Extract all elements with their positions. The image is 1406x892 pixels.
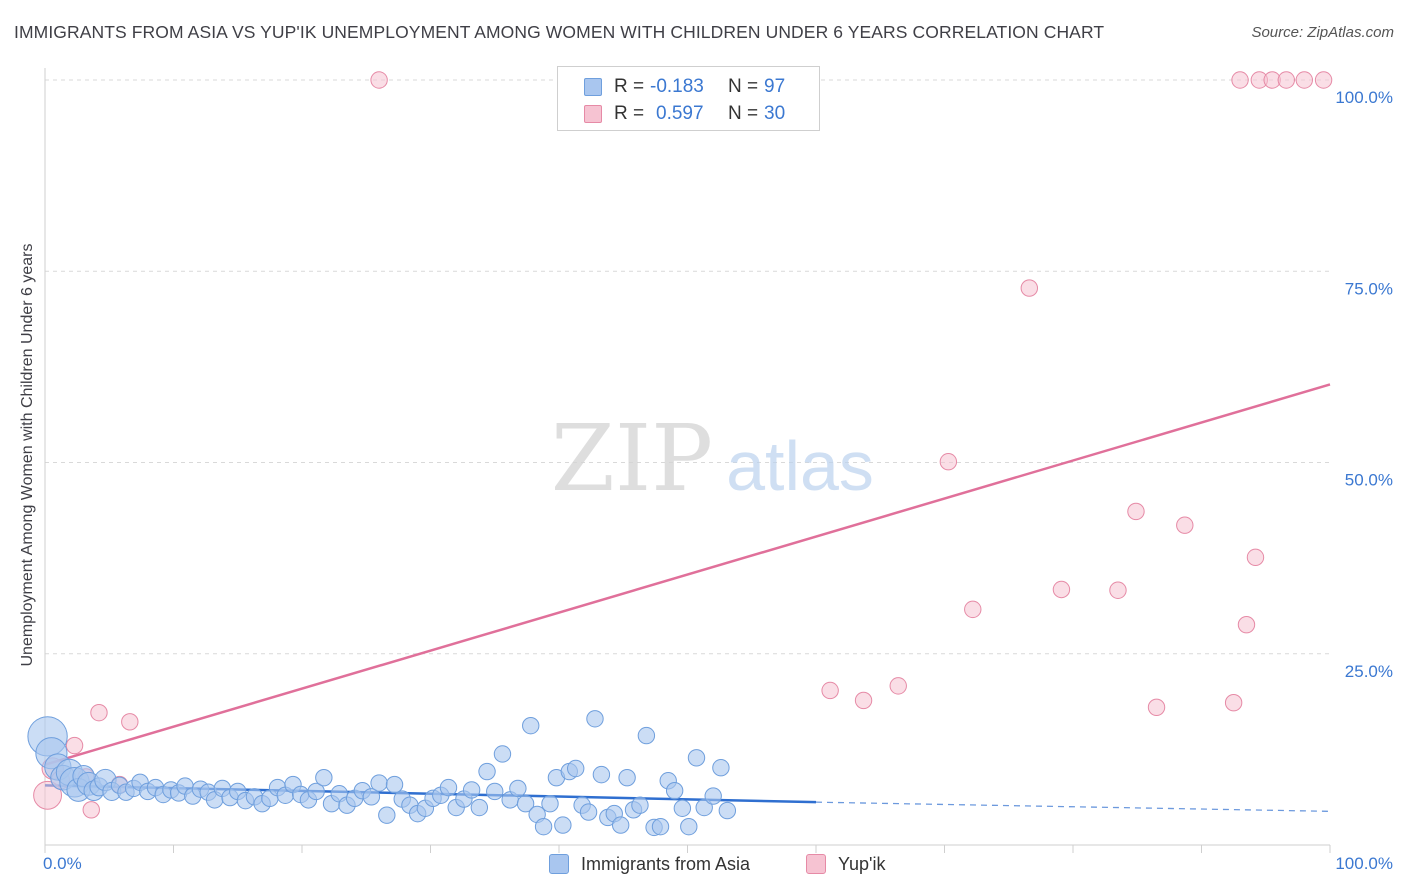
yupik-trend-line <box>44 383 1331 766</box>
legend-n-label: N = <box>728 103 759 124</box>
asia-point <box>695 798 713 817</box>
x-tick-label: 0.0% <box>43 854 82 873</box>
watermark-zip: ZIP <box>551 405 713 512</box>
legend-r-label: R = <box>614 76 645 97</box>
asia-point <box>486 782 504 801</box>
yupik-point <box>1224 694 1243 712</box>
asia-trend-extension <box>815 801 1331 812</box>
watermark: ZIP atlas <box>551 405 874 512</box>
legend-r-label: R = <box>614 103 645 124</box>
yupik-point <box>964 600 982 619</box>
asia-point <box>592 765 611 784</box>
grid-lines <box>45 79 1330 655</box>
yupik-point <box>1277 71 1296 89</box>
asia-point <box>651 817 670 836</box>
asia-point <box>307 782 325 801</box>
asia-points <box>27 710 737 837</box>
asia-point <box>370 774 388 792</box>
legend-swatch-asia <box>584 78 602 96</box>
bottom-legend-yupik: Yup'ik <box>806 851 885 877</box>
yupik-point <box>1314 71 1333 89</box>
asia-point <box>378 806 396 824</box>
legend-r-value: -0.183 <box>650 76 704 97</box>
asia-point <box>712 759 730 777</box>
asia-point <box>315 768 333 787</box>
tick-labels: 25.0% 50.0% 75.0% 100.0% 0.0% 100.0% <box>43 88 1393 873</box>
legend-swatch-yupik <box>584 105 602 123</box>
chart-title: IMMIGRANTS FROM ASIA VS YUP'IK UNEMPLOYM… <box>14 22 1105 42</box>
bottom-legend-asia: Immigrants from Asia <box>549 851 750 877</box>
bottom-legend-label-yupik: Yup'ik <box>838 853 886 874</box>
asia-point <box>522 716 540 735</box>
yupik-point <box>1127 502 1145 521</box>
legend-n-value: 30 <box>764 103 786 124</box>
asia-point <box>618 768 636 787</box>
legend-row-yupik: R = 0.597 N = 30 <box>584 102 785 126</box>
yupik-point <box>1176 516 1194 534</box>
yupik-point <box>65 736 84 755</box>
asia-point <box>541 794 559 813</box>
asia-point <box>673 799 692 817</box>
y-tick-label: 25.0% <box>1345 662 1393 681</box>
yupik-point <box>1246 548 1265 567</box>
y-tick-label: 50.0% <box>1345 471 1393 490</box>
asia-point <box>687 749 706 767</box>
asia-point <box>362 788 381 806</box>
asia-point <box>493 745 512 763</box>
asia-point <box>586 710 604 728</box>
asia-point <box>680 817 698 836</box>
yupik-point <box>82 801 100 819</box>
bottom-legend-swatch-yupik <box>806 854 826 874</box>
asia-point <box>509 779 527 798</box>
yupik-point <box>1147 698 1166 716</box>
source-credit: Source: ZipAtlas.com <box>1251 24 1394 41</box>
axes <box>44 68 1331 853</box>
yupik-point <box>854 691 873 710</box>
yupik-point <box>1052 580 1071 599</box>
yupik-point <box>33 780 63 810</box>
asia-point <box>611 816 630 834</box>
yupik-point <box>1020 279 1039 297</box>
yupik-point <box>1295 71 1314 89</box>
asia-point <box>478 762 496 781</box>
yupik-point <box>370 71 388 89</box>
yupik-point <box>1231 71 1249 89</box>
bottom-legend-label-asia: Immigrants from Asia <box>581 853 751 874</box>
yupik-point <box>821 681 839 700</box>
asia-point <box>637 726 656 745</box>
correlation-legend: R = -0.183 N = 97 R = 0.597 N = 30 <box>557 66 820 131</box>
asia-point <box>718 801 737 820</box>
asia-point <box>470 798 489 817</box>
asia-point <box>516 794 535 813</box>
asia-point <box>534 817 553 836</box>
yupik-point <box>889 677 907 695</box>
yupik-point <box>121 713 139 731</box>
y-axis-title: Unemployment Among Women with Children U… <box>19 243 36 667</box>
yupik-point <box>939 453 958 471</box>
x-tick-label: 100.0% <box>1335 854 1393 873</box>
yupik-point <box>1109 581 1127 599</box>
y-tick-label: 75.0% <box>1345 279 1393 298</box>
watermark-atlas: atlas <box>726 427 874 505</box>
legend-r-value: 0.597 <box>656 103 704 124</box>
legend-row-asia: R = -0.183 N = 97 <box>584 75 785 99</box>
asia-point <box>554 816 572 834</box>
asia-point <box>462 781 481 799</box>
asia-point <box>665 781 684 800</box>
legend-n-value: 97 <box>764 76 786 97</box>
y-tick-label: 100.0% <box>1335 88 1393 107</box>
bottom-legend-swatch-asia <box>549 854 569 874</box>
asia-point <box>567 759 585 778</box>
asia-point <box>385 775 404 794</box>
legend-n-label: N = <box>728 76 759 97</box>
asia-point <box>439 778 458 797</box>
asia-point <box>631 796 649 814</box>
yupik-point <box>90 703 108 722</box>
asia-point <box>704 787 722 805</box>
asia-point <box>579 803 598 821</box>
yupik-point <box>1237 615 1256 634</box>
